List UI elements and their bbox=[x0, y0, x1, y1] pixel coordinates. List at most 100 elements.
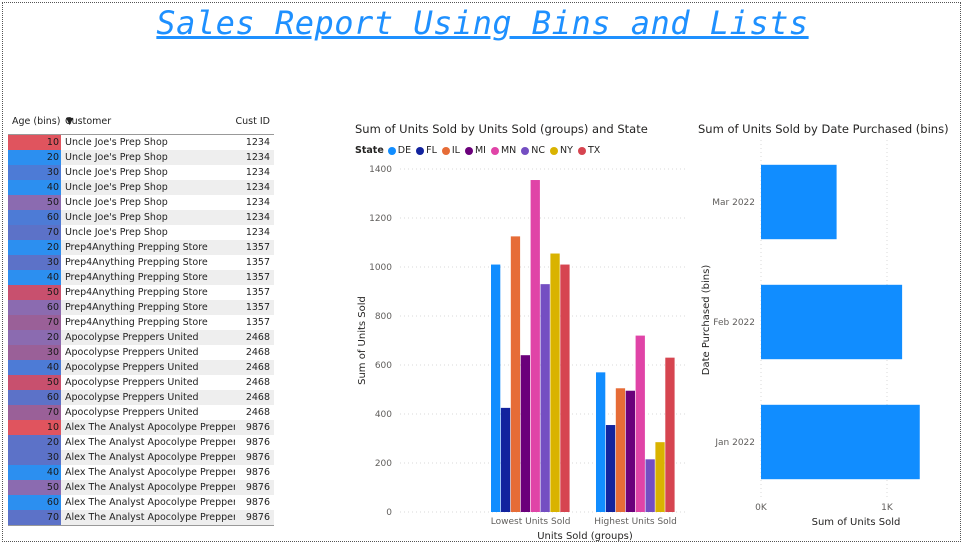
table-row[interactable]: 40 Uncle Joe's Prep Shop 1234 bbox=[8, 180, 274, 195]
cust-id-cell: 2468 bbox=[245, 392, 270, 403]
chart1-plot[interactable]: 0 200 400 600 800 1000 1200 1400 Lowest Units So… bbox=[350, 155, 690, 545]
age-bin-cell: 30 bbox=[8, 450, 61, 465]
age-bin-cell: 50 bbox=[8, 480, 61, 495]
table-row[interactable]: 70 Prep4Anything Prepping Store 1357 bbox=[8, 315, 274, 330]
bar[interactable] bbox=[615, 388, 626, 512]
bar[interactable] bbox=[500, 407, 511, 512]
table-row[interactable]: 10 Uncle Joe's Prep Shop 1234 bbox=[8, 135, 274, 150]
cust-id-cell: 9876 bbox=[245, 452, 270, 463]
customer-cell: Prep4Anything Prepping Store bbox=[65, 257, 208, 268]
legend-dot-icon bbox=[490, 146, 499, 155]
table-row[interactable]: 60 Alex The Analyst Apocolype Preppers 987… bbox=[8, 495, 274, 510]
legend-item[interactable]: TX bbox=[577, 145, 600, 156]
cust-id-cell: 9876 bbox=[245, 437, 270, 448]
table-row[interactable]: 30 Prep4Anything Prepping Store 1357 bbox=[8, 255, 274, 270]
bar[interactable] bbox=[540, 284, 550, 512]
cust-id-cell: 2468 bbox=[245, 347, 270, 358]
bar[interactable] bbox=[605, 425, 616, 512]
legend-dot-icon bbox=[550, 146, 559, 155]
table-row[interactable]: 20 Apocolypse Preppers United 2468 bbox=[8, 330, 274, 345]
table-row[interactable]: 60 Apocolypse Preppers United 2468 bbox=[8, 390, 274, 405]
bar[interactable] bbox=[596, 372, 606, 512]
cust-id-cell: 1234 bbox=[245, 212, 270, 223]
table-row[interactable]: 10 Alex The Analyst Apocolype Preppers 987… bbox=[8, 420, 274, 435]
bar[interactable] bbox=[550, 253, 560, 512]
page-title: Sales Report Using Bins and Lists bbox=[156, 4, 809, 42]
table-row[interactable]: 70 Alex The Analyst Apocolype Preppers 987… bbox=[8, 510, 274, 525]
x-tick-label: Lowest Units Sold bbox=[491, 517, 571, 527]
bar[interactable] bbox=[530, 180, 540, 512]
y-tick-label: 200 bbox=[375, 459, 392, 469]
legend-label: FL bbox=[426, 145, 437, 156]
chart1-legend[interactable]: State DE FL IL MI MN NC NY TX bbox=[355, 145, 605, 156]
table-row[interactable]: 60 Prep4Anything Prepping Store 1357 bbox=[8, 300, 274, 315]
bar[interactable] bbox=[655, 442, 665, 512]
cust-id-cell: 1357 bbox=[245, 257, 270, 268]
table-row[interactable]: 60 Uncle Joe's Prep Shop 1234 bbox=[8, 210, 274, 225]
cust-id-cell: 1234 bbox=[245, 152, 270, 163]
legend-item[interactable]: IL bbox=[441, 145, 460, 156]
bar[interactable] bbox=[491, 264, 501, 512]
bar[interactable] bbox=[635, 335, 645, 512]
customer-table[interactable]: Age (bins) Customer Cust ID ▼ 10 Uncle Jo… bbox=[8, 114, 274, 526]
bar[interactable] bbox=[761, 284, 903, 360]
age-bin-cell: 10 bbox=[8, 135, 61, 150]
customer-cell: Uncle Joe's Prep Shop bbox=[65, 152, 168, 163]
cust-id-cell: 1234 bbox=[245, 167, 270, 178]
legend-item[interactable]: NC bbox=[521, 145, 545, 156]
age-bin-cell: 40 bbox=[8, 465, 61, 480]
table-row[interactable]: 50 Apocolypse Preppers United 2468 bbox=[8, 375, 274, 390]
bar[interactable] bbox=[761, 404, 920, 480]
table-row[interactable]: 50 Prep4Anything Prepping Store 1357 bbox=[8, 285, 274, 300]
table-row[interactable]: 50 Alex The Analyst Apocolype Preppers 987… bbox=[8, 480, 274, 495]
table-row[interactable]: 40 Alex The Analyst Apocolype Preppers 987… bbox=[8, 465, 274, 480]
customer-cell: Prep4Anything Prepping Store bbox=[65, 317, 208, 328]
age-bin-cell: 50 bbox=[8, 195, 61, 210]
customer-cell: Uncle Joe's Prep Shop bbox=[65, 167, 168, 178]
table-row[interactable]: 20 Alex The Analyst Apocolype Preppers 987… bbox=[8, 435, 274, 450]
sort-descending-icon[interactable]: ▼ bbox=[66, 116, 74, 127]
cust-id-cell: 1234 bbox=[245, 197, 270, 208]
legend-item[interactable]: FL bbox=[416, 145, 437, 156]
cust-id-cell: 2468 bbox=[245, 407, 270, 418]
table-row[interactable]: 30 Uncle Joe's Prep Shop 1234 bbox=[8, 165, 274, 180]
bar[interactable] bbox=[520, 355, 530, 512]
header-customer[interactable]: Customer bbox=[65, 116, 112, 127]
table-row[interactable]: 30 Apocolypse Preppers United 2468 bbox=[8, 345, 274, 360]
bar[interactable] bbox=[560, 264, 570, 512]
cust-id-cell: 1234 bbox=[245, 227, 270, 238]
age-bin-cell: 60 bbox=[8, 495, 61, 510]
customer-cell: Apocolypse Preppers United bbox=[65, 377, 199, 388]
legend-item[interactable]: NY bbox=[550, 145, 573, 156]
legend-item[interactable]: MI bbox=[464, 145, 486, 156]
table-row[interactable]: 50 Uncle Joe's Prep Shop 1234 bbox=[8, 195, 274, 210]
cust-id-cell: 1357 bbox=[245, 272, 270, 283]
header-age-bins[interactable]: Age (bins) bbox=[12, 116, 61, 127]
table-row[interactable]: 30 Alex The Analyst Apocolype Preppers 987… bbox=[8, 450, 274, 465]
table-row[interactable]: 20 Prep4Anything Prepping Store 1357 bbox=[8, 240, 274, 255]
chart2-plot[interactable]: 0K 1K Mar 2022 Feb 2022 Jan 2022 Sum of Units… bbox=[695, 140, 960, 540]
chart1-title: Sum of Units Sold by Units Sold (groups)… bbox=[355, 122, 648, 136]
customer-cell: Uncle Joe's Prep Shop bbox=[65, 182, 168, 193]
header-cust-id[interactable]: Cust ID bbox=[235, 116, 270, 127]
table-row[interactable]: 70 Apocolypse Preppers United 2468 bbox=[8, 405, 274, 420]
bar[interactable] bbox=[510, 236, 521, 512]
bar[interactable] bbox=[665, 357, 675, 512]
age-bin-cell: 10 bbox=[8, 420, 61, 435]
table-row[interactable]: 40 Apocolypse Preppers United 2468 bbox=[8, 360, 274, 375]
age-bin-cell: 40 bbox=[8, 270, 61, 285]
cust-id-cell: 1234 bbox=[245, 137, 270, 148]
age-bin-cell: 70 bbox=[8, 405, 61, 420]
age-bin-cell: 70 bbox=[8, 510, 61, 525]
table-row[interactable]: 20 Uncle Joe's Prep Shop 1234 bbox=[8, 150, 274, 165]
age-bin-cell: 30 bbox=[8, 255, 61, 270]
table-row[interactable]: 70 Uncle Joe's Prep Shop 1234 bbox=[8, 225, 274, 240]
chart2-title: Sum of Units Sold by Date Purchased (bin… bbox=[698, 122, 949, 136]
bar[interactable] bbox=[761, 164, 837, 240]
legend-item[interactable]: MN bbox=[490, 145, 516, 156]
bar[interactable] bbox=[645, 459, 655, 512]
table-row[interactable]: 40 Prep4Anything Prepping Store 1357 bbox=[8, 270, 274, 285]
bar[interactable] bbox=[625, 390, 635, 512]
y-tick-label: 0 bbox=[386, 508, 392, 518]
legend-item[interactable]: DE bbox=[387, 145, 411, 156]
